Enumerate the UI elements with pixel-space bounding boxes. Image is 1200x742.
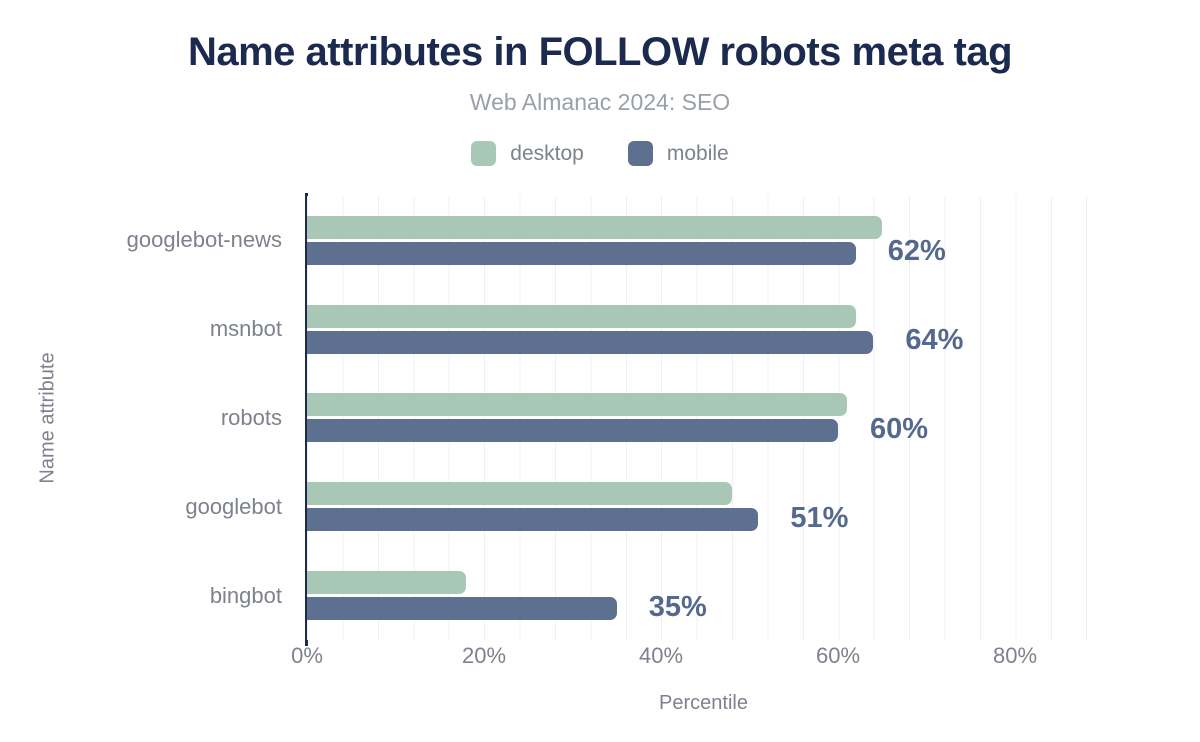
- x-tick-labels: 0% 20% 40% 60% 80%: [291, 643, 1100, 673]
- x-tick-20%: 20%: [461, 643, 507, 668]
- desktop-swatch-icon: [471, 141, 497, 166]
- value-label-bingbot: 35%: [648, 590, 707, 623]
- legend-item-desktop: desktop: [471, 141, 584, 166]
- value-label-msnbot: 64%: [905, 324, 964, 357]
- desktop-bar-robots: [307, 393, 847, 417]
- category-label-googlebot-news: googlebot-news: [126, 227, 282, 253]
- x-axis-title: Percentile: [659, 692, 748, 714]
- x-tick-40%: 40%: [638, 643, 684, 668]
- bar-row-robots: 60%: [307, 374, 1100, 463]
- chart-title: Name attributes in FOLLOW robots meta ta…: [187, 30, 1013, 74]
- legend-label-desktop: desktop: [510, 141, 584, 165]
- legend: desktop mobile: [0, 141, 1200, 166]
- legend-label-mobile: mobile: [666, 141, 729, 165]
- category-label-googlebot: googlebot: [185, 493, 282, 519]
- category-label-robots: robots: [220, 404, 282, 430]
- bar-row-googlebot: 51%: [307, 462, 1100, 551]
- chart-subtitle: Web Almanac 2024: SEO: [469, 89, 731, 115]
- value-label-robots: 60%: [870, 413, 929, 446]
- mobile-bar-bingbot: 35%: [307, 591, 707, 623]
- x-tick-60%: 60%: [815, 643, 861, 668]
- y-axis-line: [305, 193, 308, 646]
- desktop-bar-googlebot-news: [307, 215, 883, 239]
- category-labels: googlebot-news msnbot robots googlebot bingb…: [0, 196, 295, 640]
- x-tick-80%: 80%: [993, 643, 1038, 668]
- bar-row-bingbot: 35%: [307, 551, 1100, 640]
- plot-area: 62% 64% 60% 51% 35%: [307, 196, 1100, 640]
- x-tick-0%: 0%: [291, 643, 323, 668]
- bar-row-msnbot: 64%: [307, 285, 1100, 374]
- desktop-bar-googlebot: [307, 482, 732, 506]
- mobile-bar-robots: 60%: [307, 413, 928, 445]
- mobile-bar-googlebot: 51%: [307, 502, 848, 534]
- desktop-bar-msnbot: [307, 304, 856, 328]
- mobile-swatch-icon: [627, 141, 653, 166]
- mobile-bar-googlebot-news: 62%: [307, 236, 946, 268]
- legend-item-mobile: mobile: [627, 141, 729, 166]
- value-label-googlebot-news: 62%: [887, 235, 946, 268]
- mobile-bar-msnbot: 64%: [307, 324, 963, 356]
- category-label-msnbot: msnbot: [209, 316, 282, 342]
- bar-row-googlebot-news: 62%: [307, 196, 1100, 285]
- value-label-googlebot: 51%: [790, 501, 849, 534]
- desktop-bar-bingbot: [307, 571, 467, 595]
- category-label-bingbot: bingbot: [209, 582, 282, 608]
